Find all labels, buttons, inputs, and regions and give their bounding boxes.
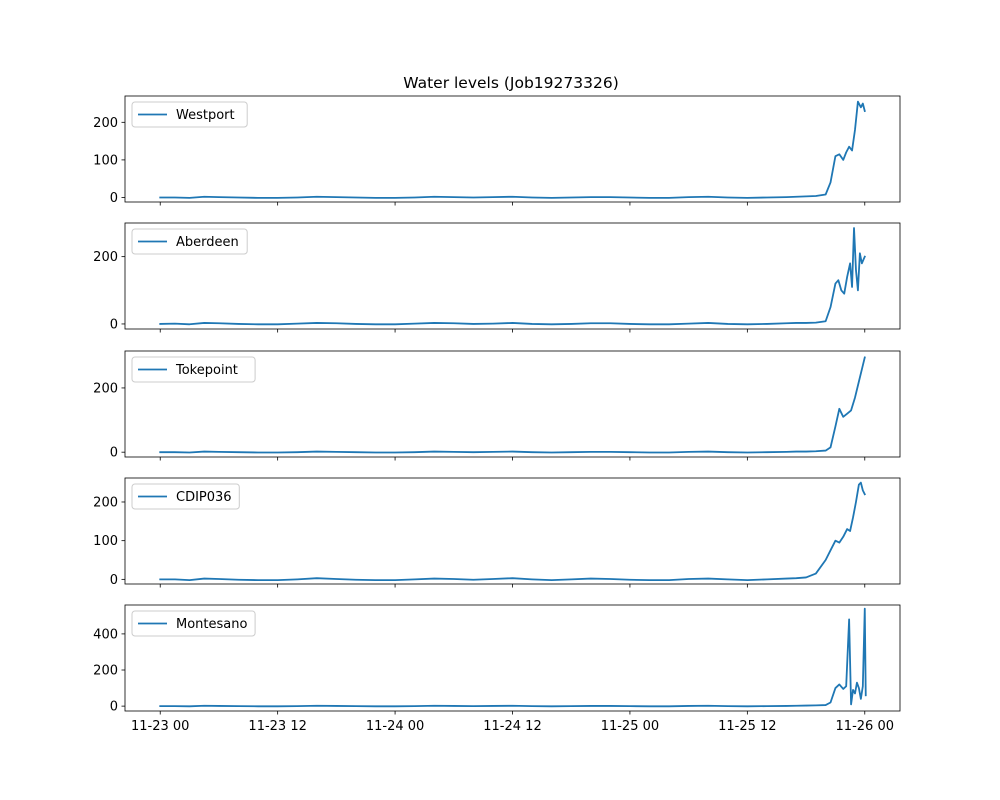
- y-tick-label-westport: 0: [110, 191, 118, 206]
- legend-tokepoint: Tokepoint: [131, 356, 256, 383]
- y-tick-label-westport: 100: [93, 153, 118, 168]
- y-tick-label-tokepoint: 0: [110, 446, 118, 461]
- panel-montesano: 0 200 400 11-23 00 11-23 12 11-24 00 11-24 12 1…: [93, 604, 901, 734]
- legend-label-montesano: Montesano: [176, 617, 247, 632]
- panel-cdip036: 0 100 200 CDIP036: [93, 477, 901, 588]
- legend-label-tokepoint: Tokepoint: [175, 363, 238, 378]
- legend-label-cdip036: CDIP036: [176, 490, 232, 505]
- x-tick-label: 11-23 12: [248, 719, 306, 734]
- series-line-aberdeen: [159, 227, 866, 326]
- y-tick-label-cdip036: 0: [110, 573, 118, 588]
- chart-title: Water levels (Job19273326): [403, 74, 619, 92]
- series-line-cdip036: [159, 481, 866, 582]
- panels-layer: 0 100 200 Westport 0 200 Aberdeen 0 200 Tokepoint…: [93, 95, 901, 734]
- y-tick-label-montesano: 0: [110, 700, 118, 715]
- legend-box-cdip036: [131, 483, 240, 510]
- legend-label-westport: Westport: [176, 108, 235, 123]
- x-tick-label: 11-26 00: [836, 719, 894, 734]
- panel-aberdeen: 0 200 Aberdeen: [93, 222, 901, 333]
- y-tick-label-cdip036: 200: [93, 495, 118, 510]
- y-tick-label-cdip036: 100: [93, 534, 118, 549]
- x-tick-label: 11-23 00: [131, 719, 189, 734]
- panel-westport: 0 100 200 Westport: [93, 95, 901, 206]
- legend-box-montesano: [131, 610, 256, 637]
- y-tick-label-aberdeen: 200: [93, 250, 118, 265]
- y-tick-label-westport: 200: [93, 116, 118, 131]
- legend-cdip036: CDIP036: [131, 483, 240, 510]
- y-tick-label-aberdeen: 0: [110, 317, 118, 332]
- legend-box-aberdeen: [131, 228, 248, 255]
- legend-label-aberdeen: Aberdeen: [176, 235, 239, 250]
- y-tick-label-montesano: 400: [93, 627, 118, 642]
- y-tick-label-tokepoint: 200: [93, 381, 118, 396]
- y-tick-label-montesano: 200: [93, 664, 118, 679]
- legend-aberdeen: Aberdeen: [131, 228, 248, 255]
- x-tick-label: 11-25 00: [601, 719, 659, 734]
- x-tick-label: 11-24 00: [366, 719, 424, 734]
- x-tick-label: 11-24 12: [483, 719, 541, 734]
- legend-montesano: Montesano: [131, 610, 256, 637]
- legend-westport: Westport: [131, 101, 248, 128]
- panel-tokepoint: 0 200 Tokepoint: [93, 350, 901, 461]
- legend-box-tokepoint: [131, 356, 256, 383]
- x-tick-label: 11-25 12: [718, 719, 776, 734]
- legend-box-westport: [131, 101, 248, 128]
- series-line-westport: [159, 100, 866, 199]
- series-line-montesano: [159, 607, 867, 708]
- series-line-tokepoint: [159, 356, 866, 454]
